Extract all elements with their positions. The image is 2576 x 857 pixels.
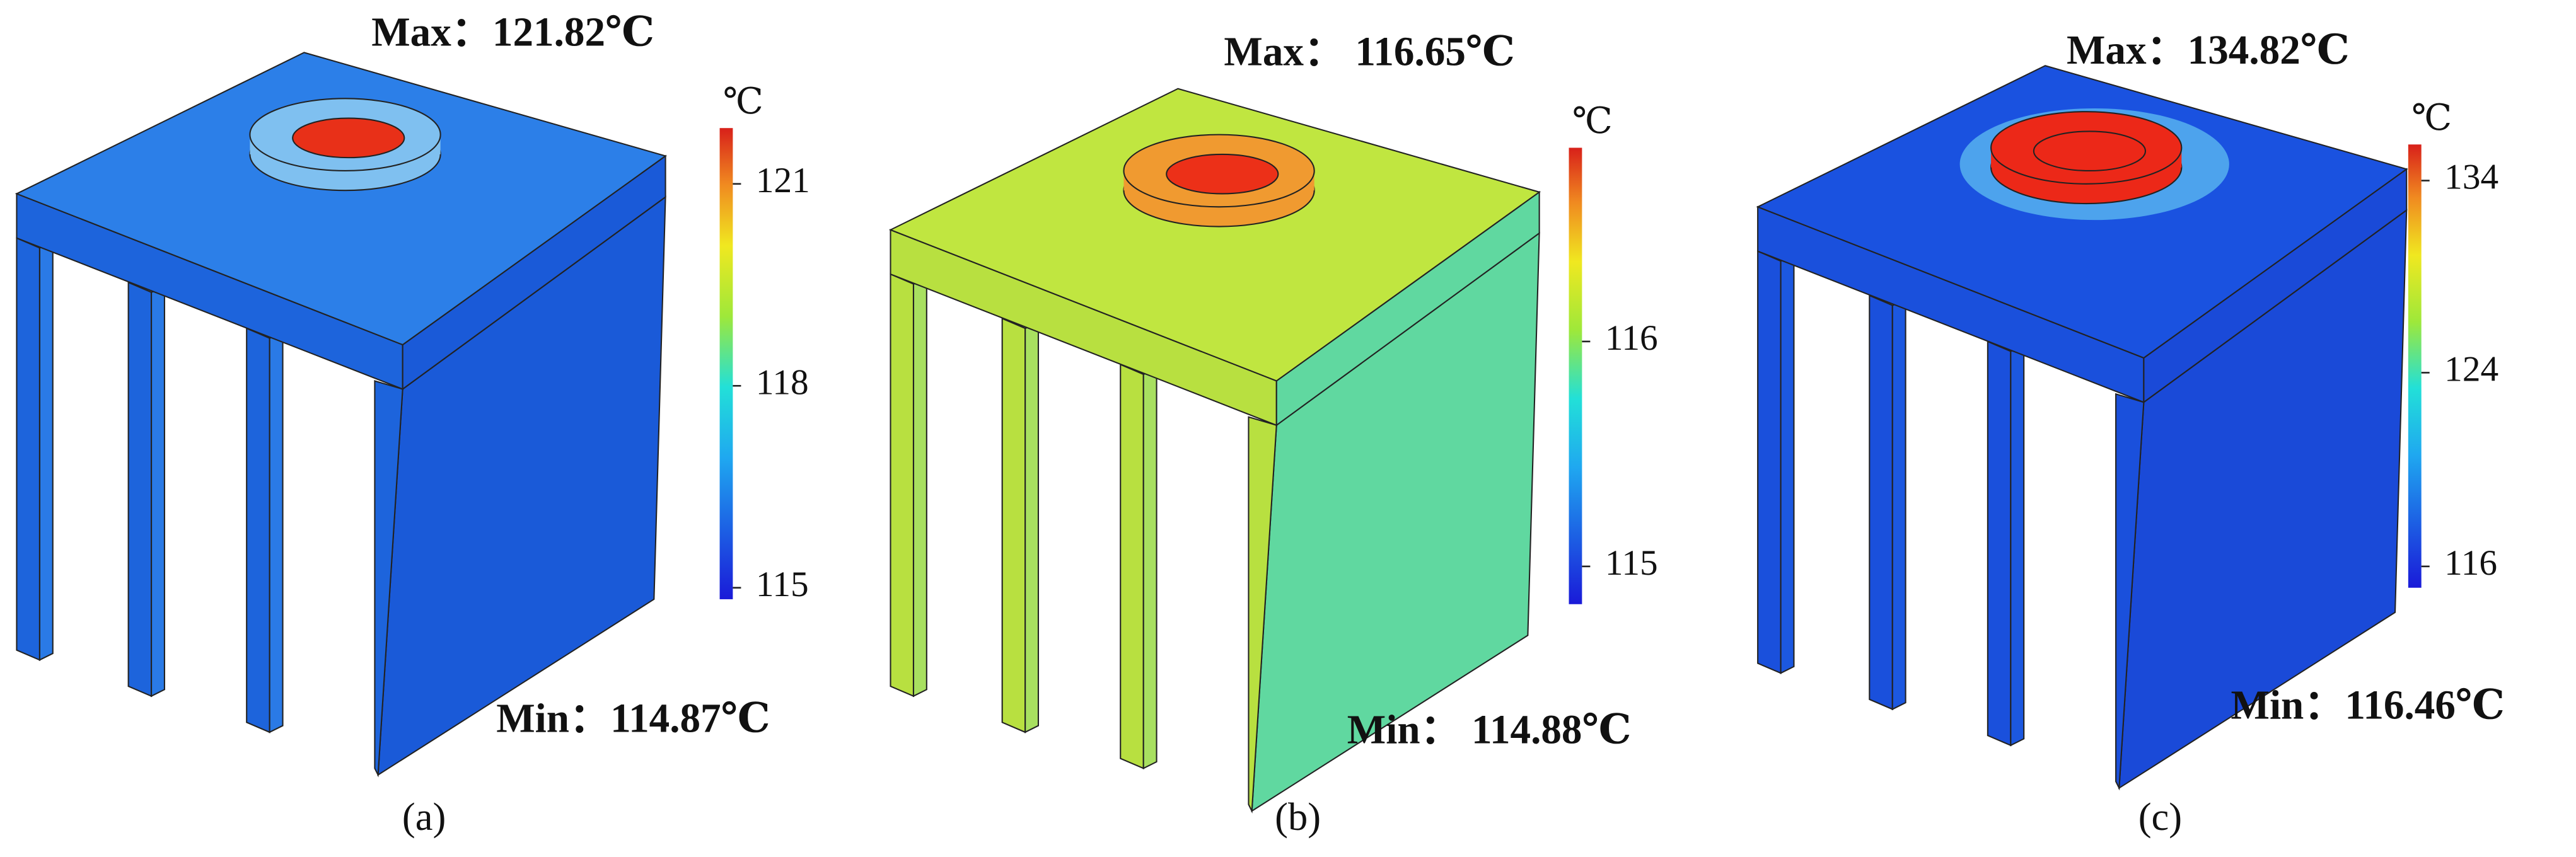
fin-side [16,237,40,661]
colorbar-tick-label: 115 [1605,543,1658,583]
fin-face [1891,299,1906,711]
fin-side [1869,294,1893,711]
hot-spot [1166,153,1279,195]
heat-sink [1756,65,2408,791]
min-label: Min：116.46℃ [2231,682,2504,728]
colorbar-tick-label: 115 [756,565,809,604]
colorbar [2408,144,2422,588]
fin-side [127,281,153,698]
fin-face [912,278,927,698]
fin-face [2010,345,2025,747]
colorbar-tick-label: 116 [1605,318,1658,358]
wall-edge [374,380,403,778]
colorbar-tick-label: 118 [756,362,809,402]
fin-face [151,286,165,698]
colorbar-tick-label: 116 [2444,543,2497,583]
colorbar [1569,147,1582,604]
hot-spot [2033,130,2147,171]
max-label: Max： 116.65℃ [1224,30,1515,75]
colorbar-unit: ℃ [2411,98,2452,138]
fin-face [1142,368,1157,769]
heat-sink [15,52,667,778]
colorbar [719,128,733,599]
fin-face [1024,322,1040,733]
wall-edge [2115,393,2145,791]
fin-side [246,327,270,733]
hot-spot [292,117,405,159]
min-label: Min： 114.88℃ [1347,708,1632,753]
colorbar-tick-label: 134 [2444,158,2498,197]
caption: (c) [2138,795,2182,839]
heat-sink [888,88,1541,814]
colorbar-tick-label: 124 [2444,350,2498,389]
max-label: Max：134.82℃ [2067,28,2350,73]
fin-side [1001,317,1026,733]
fin-side [1120,363,1144,769]
min-label: Min：114.87℃ [496,696,770,741]
top-face [15,52,667,346]
max-label: Max：121.82℃ [371,9,654,55]
fin-face [1780,255,1795,674]
fin-side [890,273,915,698]
fin-side [1987,340,2012,747]
colorbar-tick-label: 121 [756,161,810,200]
caption: (b) [1275,795,1321,839]
fin-side [1757,250,1782,674]
caption: (a) [402,795,446,839]
fin-face [269,332,284,733]
colorbar-unit: ℃ [1572,101,1613,141]
wall-edge [1248,416,1277,814]
colorbar-unit: ℃ [723,82,763,122]
fin-face [38,242,54,662]
top-face [888,88,1541,382]
